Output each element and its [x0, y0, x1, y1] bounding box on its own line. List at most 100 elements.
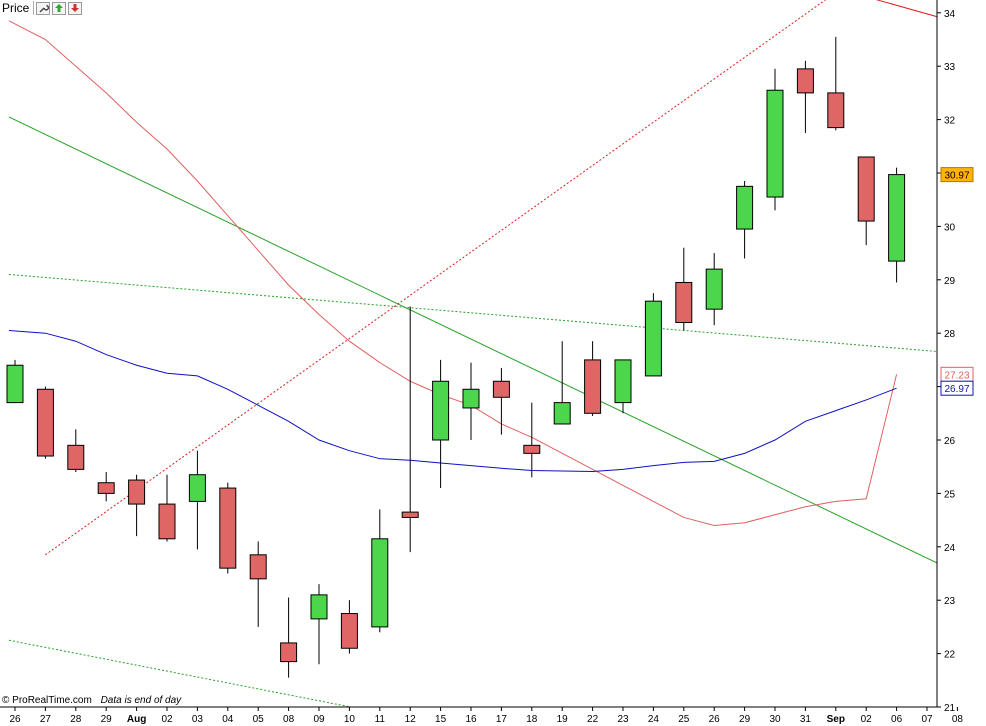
x-tick-label: 17 — [496, 714, 508, 725]
candle-body — [249, 554, 267, 580]
candle — [371, 509, 389, 633]
candle-body — [888, 174, 906, 262]
last-price-badge-box — [940, 167, 974, 183]
candle — [128, 474, 146, 537]
candle-body — [432, 380, 450, 441]
trend-line-5 — [875, 0, 937, 18]
x-tick-label: 18 — [526, 714, 538, 725]
moving-average-red — [8, 20, 898, 526]
ma-blue-badge-box — [940, 380, 974, 396]
candle — [310, 584, 328, 665]
x-tick-label: 31 — [800, 714, 812, 725]
x-tick-label: 03 — [192, 714, 204, 725]
candle — [614, 359, 632, 414]
candle-body — [462, 388, 480, 409]
candle — [675, 247, 693, 331]
x-tick-label: 10 — [344, 714, 356, 725]
candle-body — [796, 68, 814, 94]
candle-body — [705, 268, 723, 310]
candle — [553, 341, 571, 425]
candle — [401, 306, 419, 553]
candle — [280, 597, 298, 678]
y-tick-label: 25 — [944, 489, 956, 500]
y-axis: 2122232425262728293031323334 — [937, 9, 956, 714]
candle-body — [280, 642, 298, 663]
candle-body — [340, 613, 358, 649]
candle-body — [158, 503, 176, 540]
candle-body — [857, 156, 875, 222]
x-axis: 26 27 28 29 Aug 02 03 04 05 08 09 10 11 12 15 16 17 18 19 2… — [9, 707, 963, 725]
x-tick-label: 04 — [222, 714, 234, 725]
x-tick-label: 26 — [9, 714, 21, 725]
chart-toolbar: Price — [0, 0, 83, 16]
candle — [766, 68, 784, 211]
y-tick-label: 30 — [944, 222, 956, 233]
candle — [492, 367, 510, 435]
ma-blue-badge: 26.97 — [944, 384, 969, 395]
candle — [6, 359, 24, 404]
x-tick-label: 09 — [313, 714, 325, 725]
candle-body — [675, 281, 693, 324]
candle-body — [128, 479, 146, 505]
candle-body — [553, 402, 571, 425]
x-tick-label: 22 — [587, 714, 599, 725]
x-tick-label: 30 — [769, 714, 781, 725]
candlesticks — [6, 36, 906, 678]
x-tick-label: 19 — [557, 714, 569, 725]
arrow-down-icon[interactable] — [68, 1, 83, 15]
candle-body — [188, 474, 206, 502]
candle-body — [310, 594, 328, 620]
candle-body — [97, 482, 115, 494]
candle — [584, 341, 602, 416]
y-tick-label: 26 — [944, 436, 956, 447]
x-tick-label: 02 — [861, 714, 873, 725]
x-tick-label: 25 — [678, 714, 690, 725]
trend-line-3 — [8, 639, 354, 707]
trend-line-4 — [45, 0, 827, 556]
x-tick-label: 07 — [921, 714, 933, 725]
candle-body — [401, 511, 419, 518]
trend-line-2 — [8, 273, 937, 352]
value-badges: 30.97 27.23 26.97 — [940, 167, 974, 396]
x-tick-label: 12 — [405, 714, 417, 725]
candle-body — [614, 359, 632, 404]
candle — [158, 474, 176, 542]
candle — [736, 181, 754, 259]
last-price-badge: 30.97 — [944, 171, 969, 182]
y-tick-label: 21 — [944, 703, 956, 714]
x-tick-label: 29 — [101, 714, 113, 725]
x-tick-label: 28 — [70, 714, 82, 725]
candle-body — [827, 92, 845, 129]
y-tick-label: 34 — [944, 9, 956, 20]
candle-body — [736, 185, 754, 230]
x-tick-label: 15 — [435, 714, 447, 725]
chart-footer: © ProRealTime.com Data is end of day — [2, 695, 181, 706]
x-tick-label: 24 — [648, 714, 660, 725]
chart-title: Price — [0, 1, 35, 15]
candle-body — [67, 444, 85, 470]
candle-body — [766, 89, 784, 198]
arrow-up-icon[interactable] — [52, 1, 67, 15]
x-tick-label: 29 — [739, 714, 751, 725]
candle — [888, 167, 906, 283]
candle-body — [36, 388, 54, 457]
candle-body — [584, 359, 602, 414]
candle — [219, 482, 237, 574]
y-tick-label: 23 — [944, 596, 956, 607]
candle — [97, 472, 115, 502]
x-tick-label: 05 — [253, 714, 265, 725]
candle — [249, 541, 267, 627]
x-tick-label: 16 — [465, 714, 477, 725]
y-tick-label: 29 — [944, 276, 956, 287]
y-tick-label: 32 — [944, 116, 956, 127]
candle-body — [492, 380, 510, 398]
x-tick-label: 08 — [952, 714, 964, 725]
y-tick-label: 33 — [944, 62, 956, 73]
candle-body — [219, 487, 237, 569]
candle — [188, 450, 206, 550]
wrench-icon[interactable] — [36, 1, 51, 15]
x-tick-label: 23 — [617, 714, 629, 725]
candle — [67, 429, 85, 473]
brand-credit: © ProRealTime.com — [2, 695, 92, 706]
